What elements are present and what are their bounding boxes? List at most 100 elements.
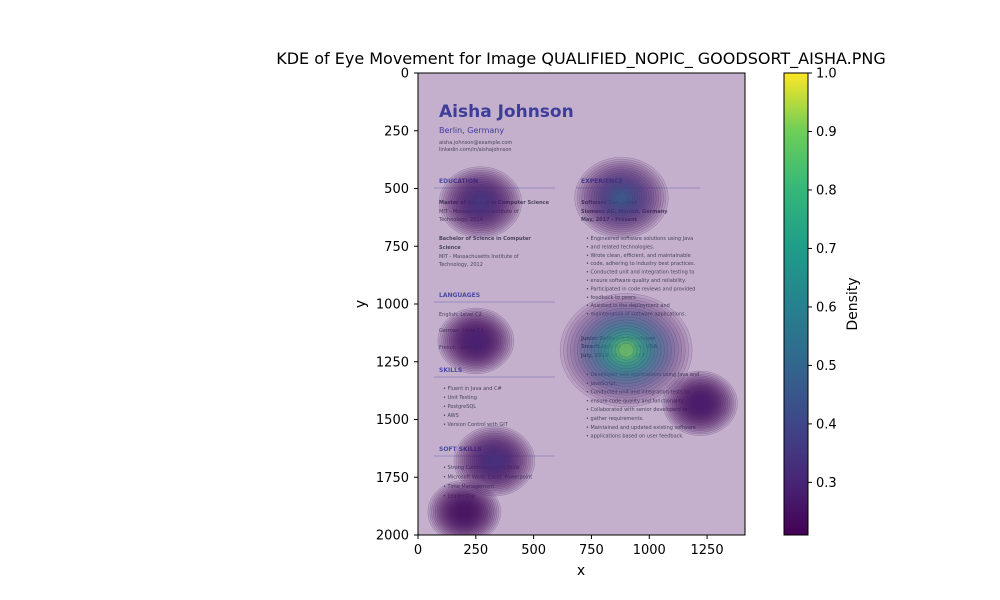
kde-contour: [453, 178, 508, 226]
resume-bullet-item: • Time Management: [443, 484, 494, 490]
kde-contour: [566, 299, 686, 402]
resume-contact-line: aisha.johnson@example.com: [439, 140, 512, 146]
kde-contour: [580, 310, 672, 390]
kde-contour: [440, 490, 489, 533]
resume-bullet-item: • Unit Testing: [443, 395, 477, 401]
kde-contour: [464, 330, 488, 352]
resume-bullet-item: • Participated in code reviews and provi…: [586, 286, 695, 292]
resume-education-school: MIT - Massachusetts Institute of: [439, 254, 519, 260]
kde-contour: [467, 333, 484, 349]
kde-hotspot: [453, 425, 535, 497]
resume-bullet-item: • Wrote clean, efficient, and maintainab…: [586, 253, 691, 259]
kde-contour: [604, 331, 648, 370]
x-tick-label: 0: [414, 543, 422, 558]
resume-bullet-item: • ensure software quality and reliabilit…: [586, 278, 686, 284]
colorbar-tick-label: 0.4: [816, 417, 837, 432]
kde-contour: [452, 320, 499, 362]
kde-contour: [473, 443, 515, 480]
kde-contour: [666, 373, 734, 433]
kde-hotspot: [437, 307, 515, 375]
resume-heading-languages: LANGUAGES: [439, 292, 480, 299]
kde-density-overlay: [427, 157, 738, 535]
plot-background: [418, 73, 745, 535]
kde-contour: [611, 337, 641, 364]
kde-contour: [467, 437, 521, 485]
kde-contour: [612, 189, 631, 207]
kde-contour: [690, 394, 710, 413]
kde-contour: [441, 168, 520, 237]
kde-contour: [447, 315, 505, 367]
resume-education-degree: Science: [439, 245, 461, 251]
resume-heading-soft-skills: SOFT SKILLS: [439, 446, 482, 453]
kde-contour: [593, 173, 650, 223]
kde-contour: [469, 439, 519, 483]
resume-contact-line: linkedin.com/in/aishajohnson: [439, 147, 512, 153]
kde-contour: [441, 311, 511, 371]
kde-contour: [465, 331, 486, 351]
kde-contour: [614, 340, 638, 361]
y-tick-label: 1750: [376, 471, 409, 486]
resume-bullet-item: • Assisted in the deployment and: [586, 303, 670, 309]
resume-heading-experience: EXPERIENCE: [581, 178, 623, 185]
kde-contour: [465, 189, 496, 216]
resume-bullet-item: • feedback to peers.: [586, 295, 638, 301]
resume-job-dates: July, 2014 - April, 2017: [580, 353, 646, 359]
resume-education-school: Technology, 2012: [438, 262, 483, 268]
colorbar-axis: 0.3 0.4 0.5 0.6 0.7 0.8 0.9 1.0: [808, 67, 837, 491]
kde-contour: [455, 427, 533, 495]
kde-contour: [461, 185, 500, 219]
kde-contour: [448, 317, 503, 365]
kde-contour: [677, 383, 723, 424]
kde-contour: [675, 381, 725, 425]
y-tick-label: 1500: [376, 413, 409, 428]
kde-contour: [595, 175, 648, 221]
kde-contour: [662, 370, 738, 436]
kde-contour: [462, 328, 490, 354]
y-axis: 0 250 500 750 1000 1250 1500 1750 2000: [376, 67, 418, 544]
kde-contour: [457, 429, 531, 493]
resume-bullet-item: • Conducted unit and integration testing…: [586, 270, 694, 276]
kde-contour: [563, 296, 689, 405]
colorbar-tick-label: 0.9: [816, 125, 837, 140]
resume-job-title: Junior Software Developer: [580, 336, 656, 342]
kde-hotspot: [438, 166, 522, 239]
kde-contour: [469, 192, 491, 212]
resume-job-company: Siemens AG, Munich, Germany: [581, 209, 668, 215]
resume-education-school: MIT - Massachusetts Institute of: [439, 209, 519, 215]
y-tick-label: 1250: [376, 355, 409, 370]
kde-contour: [486, 453, 503, 469]
kde-contour: [579, 161, 664, 235]
kde-contour: [488, 455, 501, 468]
kde-contour: [455, 180, 506, 225]
kde-contour: [467, 191, 493, 214]
y-tick-label: 1000: [376, 298, 409, 313]
resume-bullet-item: • Version Control with GIT: [443, 422, 509, 428]
resume-bullet-item: • Conducted unit and integration tests t…: [586, 390, 689, 396]
kde-contour: [450, 319, 501, 363]
x-tick-label: 1250: [691, 543, 724, 558]
kde-contour: [463, 187, 498, 218]
kde-contour: [436, 487, 492, 535]
kde-contour: [457, 182, 504, 223]
kde-contour: [443, 493, 485, 530]
kde-contour: [451, 500, 478, 524]
kde-contour: [694, 397, 707, 410]
kde-contour: [587, 316, 665, 384]
kde-contour: [454, 503, 474, 521]
kde-contour: [590, 319, 662, 381]
kde-contour: [445, 171, 516, 233]
kde-contour: [475, 444, 513, 478]
resume-bullet-item: • ensure code quality and functionality.: [586, 398, 685, 404]
kde-contour: [692, 395, 709, 411]
resume-bullet-item: • AWS: [443, 413, 459, 419]
colorbar: [783, 72, 809, 536]
kde-contour: [479, 448, 509, 474]
kde-contour: [477, 446, 511, 476]
colorbar-tick-label: 0.5: [816, 359, 837, 374]
kde-contour: [681, 386, 720, 421]
kde-contour: [447, 173, 514, 232]
resume-education-school: Technology, 2014: [438, 217, 483, 223]
resume-bullet-item: • Microsoft Word, Excel, Powerpoint: [443, 475, 532, 481]
y-tick-label: 2000: [376, 529, 409, 544]
kde-contour: [437, 307, 515, 375]
